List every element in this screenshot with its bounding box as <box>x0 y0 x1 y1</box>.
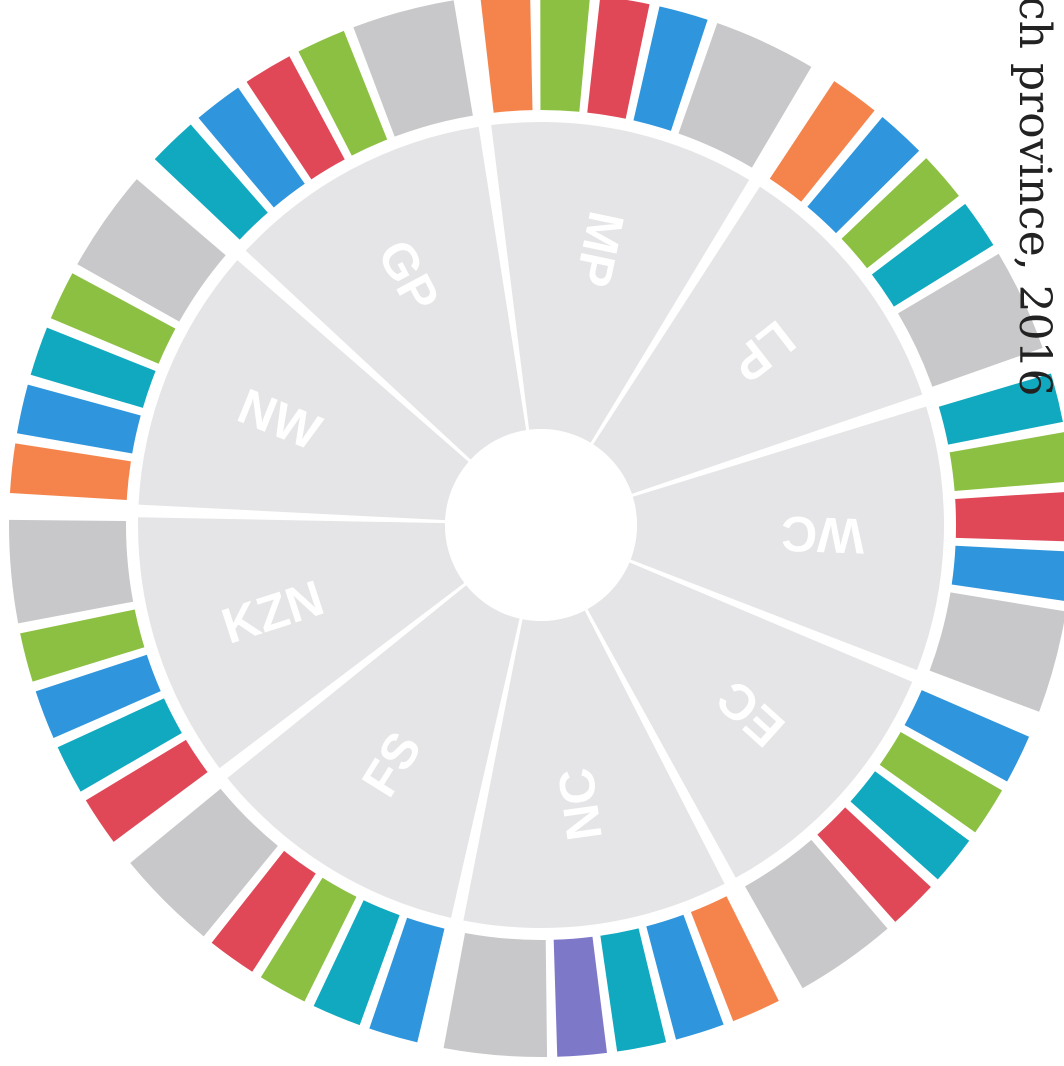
bar-wc-3 <box>955 492 1064 542</box>
bar-lp-3 <box>841 158 959 269</box>
bar-kzn-5 <box>8 519 134 624</box>
bar-gp-4 <box>298 30 388 156</box>
outer-ring <box>8 0 1064 1058</box>
bar-ec-3 <box>850 771 970 880</box>
bar-kzn-1 <box>85 739 208 842</box>
bar-fs-2 <box>313 900 400 1026</box>
bar-kzn-3 <box>35 654 161 738</box>
bar-mp-5 <box>678 23 812 168</box>
bar-nw-3 <box>30 327 156 408</box>
bar-gp-5 <box>353 0 473 137</box>
bar-fs-1 <box>369 917 445 1043</box>
bar-nc-3 <box>600 928 667 1052</box>
inner-ring <box>137 121 944 929</box>
bar-wc-4 <box>951 545 1064 601</box>
bar-gp-2 <box>198 87 305 208</box>
bar-nc-2 <box>646 914 724 1040</box>
bar-gp-3 <box>246 56 345 180</box>
chart-title-fragment: ch province, 2016 <box>1000 0 1064 400</box>
province-wedge-nc <box>463 610 725 929</box>
bar-nw-5 <box>77 179 226 322</box>
province-wedge-mp <box>491 121 750 443</box>
chart-title-text: ch province, 2016 <box>1009 0 1060 397</box>
bar-wc-1 <box>938 373 1063 445</box>
bar-mp-2 <box>540 0 590 112</box>
center-hole <box>445 429 637 621</box>
bar-nw-1 <box>9 443 131 501</box>
province-label-wc: WC <box>780 505 865 564</box>
bar-ec-5 <box>745 839 888 989</box>
province-wedge-gp <box>245 126 527 460</box>
province-wedge-wc <box>630 406 944 671</box>
province-label-nc: NC <box>547 765 613 844</box>
bar-fs-4 <box>211 850 316 972</box>
bar-kzn-4 <box>20 609 145 682</box>
bar-ec-2 <box>879 732 1003 833</box>
bar-nw-2 <box>16 384 141 454</box>
bar-gp-1 <box>154 124 268 240</box>
bar-ec-1 <box>904 690 1030 782</box>
province-wedge-fs <box>227 585 520 918</box>
province-wedge-nw <box>138 260 469 521</box>
bar-lp-4 <box>871 203 994 307</box>
bar-wc-2 <box>949 432 1064 491</box>
bar-nc-4 <box>553 936 607 1057</box>
bar-mp-4 <box>633 6 708 131</box>
bar-nc-1 <box>690 896 779 1022</box>
bar-fs-5 <box>130 788 278 937</box>
bar-ec-4 <box>817 807 931 922</box>
bar-kzn-2 <box>57 698 182 792</box>
province-wedge-ec <box>587 562 913 878</box>
province-wedge-lp <box>593 186 923 494</box>
bar-lp-5 <box>898 253 1043 387</box>
bar-lp-2 <box>807 117 920 234</box>
bar-nw-4 <box>50 273 176 364</box>
bar-mp-3 <box>587 0 650 119</box>
bar-lp-1 <box>769 81 875 202</box>
province-wedge-kzn <box>137 517 465 769</box>
bar-fs-3 <box>260 877 357 1002</box>
bar-nc-5 <box>443 932 548 1058</box>
bar-mp-1 <box>480 0 533 113</box>
bar-wc-5 <box>929 592 1064 712</box>
